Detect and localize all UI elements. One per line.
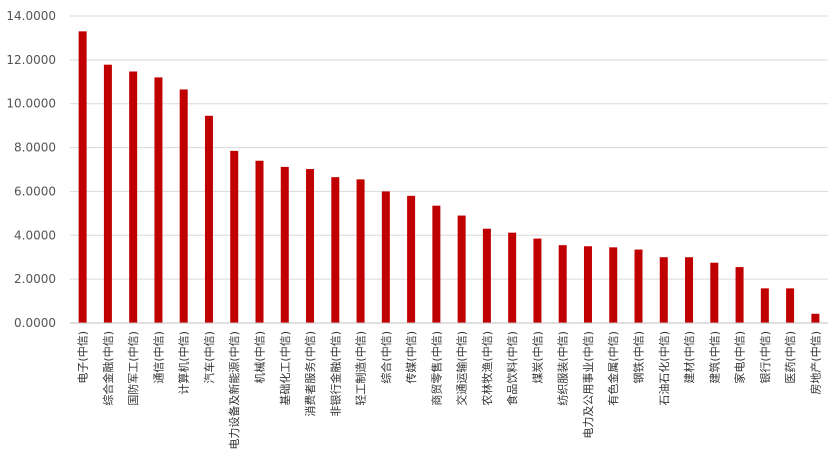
x-category-label: 家电(中信) — [733, 331, 747, 384]
x-category-label: 综合金融(中信) — [101, 331, 115, 406]
bar — [735, 267, 744, 323]
y-tick-label: 6.0000 — [14, 184, 56, 198]
y-tick-label: 0.0000 — [14, 316, 56, 330]
bar — [609, 247, 618, 323]
bar — [230, 150, 239, 323]
bar — [129, 71, 138, 324]
x-category-label: 电力设备及新能源(中信) — [227, 331, 241, 450]
bar — [356, 179, 365, 323]
x-category-label: 农林牧渔(中信) — [480, 331, 494, 406]
x-category-label: 银行(中信) — [758, 331, 772, 384]
x-category-label: 非银行金融(中信) — [328, 331, 342, 417]
bars — [78, 31, 820, 324]
bar — [685, 257, 694, 323]
x-category-label: 石油石化(中信) — [657, 331, 671, 406]
x-category-label: 建材(中信) — [682, 331, 696, 384]
x-category-label: 机械(中信) — [253, 331, 267, 384]
bar — [154, 77, 163, 324]
x-category-label: 食品饮料(中信) — [505, 331, 519, 406]
bar — [659, 257, 668, 323]
y-tick-label: 14.0000 — [6, 9, 56, 23]
y-tick-label: 8.0000 — [14, 141, 56, 155]
bar — [306, 169, 315, 323]
x-category-label: 有色金属(中信) — [606, 331, 620, 406]
x-category-label: 国防军工(中信) — [126, 331, 140, 406]
bar — [583, 246, 592, 323]
x-category-label: 纺织服装(中信) — [556, 331, 570, 406]
bar — [760, 288, 769, 323]
x-category-label: 通信(中信) — [152, 331, 165, 384]
y-axis-ticks: 0.0000 2.0000 4.0000 6.0000 8.0000 10.0000 12.… — [6, 9, 56, 330]
bar — [331, 177, 340, 323]
bar — [508, 232, 517, 323]
x-category-label: 医药(中信) — [784, 331, 797, 384]
bar — [710, 262, 719, 323]
x-category-label: 房地产(中信) — [808, 331, 822, 395]
y-tick-label: 2.0000 — [14, 272, 56, 286]
bar — [280, 166, 289, 323]
x-category-label: 基础化工(中信) — [278, 331, 292, 406]
x-category-label: 电力及公用事业(中信) — [582, 331, 595, 439]
x-category-label: 轻工制造(中信) — [354, 331, 368, 406]
bar — [482, 228, 491, 323]
x-axis-labels: 电子(中信) 综合金融(中信) 国防军工(中信) 通信(中信) 计算机(中信) 汽车(中信… — [77, 331, 823, 450]
x-category-label: 建筑(中信) — [707, 331, 721, 384]
x-category-label: 电子(中信) — [77, 331, 90, 384]
x-category-label: 钢铁(中信) — [633, 331, 646, 384]
bar — [457, 215, 466, 323]
x-category-label: 消费者服务(中信) — [303, 331, 317, 417]
x-category-label: 综合(中信) — [379, 331, 393, 384]
bar — [811, 313, 820, 323]
bar — [381, 191, 390, 323]
bar — [103, 64, 112, 323]
bar — [204, 115, 213, 324]
y-tick-label: 12.0000 — [6, 53, 56, 67]
x-category-label: 传媒(中信) — [405, 331, 418, 384]
bar — [786, 288, 795, 323]
x-category-label: 商贸零售(中信) — [429, 331, 443, 406]
bar — [533, 238, 542, 323]
x-category-label: 煤炭(中信) — [531, 331, 544, 384]
bar — [78, 31, 87, 323]
y-tick-label: 4.0000 — [14, 228, 56, 242]
bar — [634, 249, 643, 323]
bar — [558, 245, 567, 323]
bar — [179, 89, 188, 323]
bar — [432, 205, 441, 323]
x-category-label: 汽车(中信) — [202, 331, 216, 384]
x-category-label: 交通运输(中信) — [455, 331, 469, 406]
bar — [255, 160, 264, 323]
gridlines — [70, 15, 828, 280]
x-category-label: 计算机(中信) — [177, 331, 191, 395]
bar — [407, 195, 416, 323]
y-tick-label: 10.0000 — [6, 97, 56, 111]
